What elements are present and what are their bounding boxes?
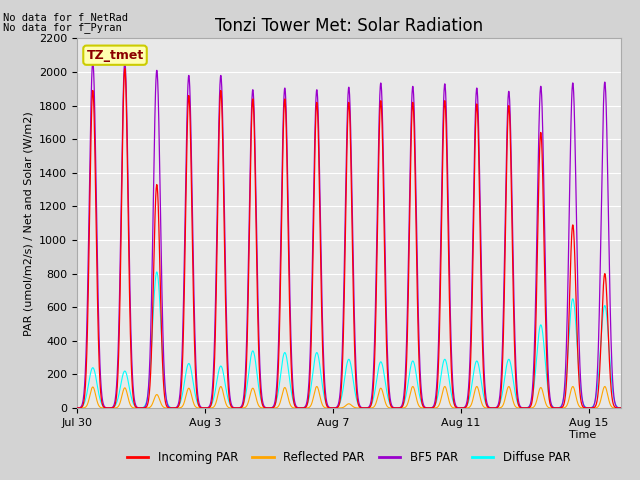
- Title: Tonzi Tower Met: Solar Radiation: Tonzi Tower Met: Solar Radiation: [215, 17, 483, 36]
- Text: TZ_tmet: TZ_tmet: [86, 48, 143, 62]
- Legend: Incoming PAR, Reflected PAR, BF5 PAR, Diffuse PAR: Incoming PAR, Reflected PAR, BF5 PAR, Di…: [122, 446, 575, 468]
- Y-axis label: PAR (umol/m2/s) / Net and Solar (W/m2): PAR (umol/m2/s) / Net and Solar (W/m2): [23, 111, 33, 336]
- X-axis label: Time: Time: [569, 430, 596, 440]
- Text: No data for f_NetRad: No data for f_NetRad: [3, 12, 128, 23]
- Text: No data for f_Pyran: No data for f_Pyran: [3, 22, 122, 33]
